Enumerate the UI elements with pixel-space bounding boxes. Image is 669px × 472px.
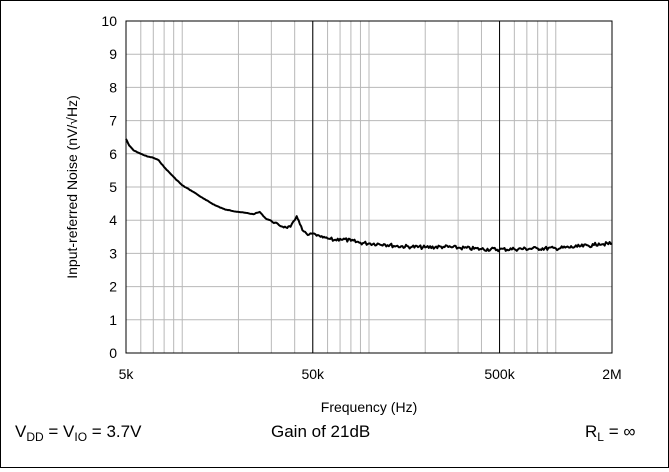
- voltage-value: = 3.7V: [87, 422, 142, 441]
- x-tick-label: 500k: [484, 366, 515, 382]
- y-tick-label: 10: [101, 13, 117, 29]
- minor-grid: [126, 21, 612, 353]
- y-tick-label: 1: [109, 312, 117, 328]
- vdd-symbol: V: [15, 422, 27, 441]
- series-group: [125, 138, 613, 253]
- rl-value: = ∞: [603, 422, 636, 441]
- major-grid: [312, 21, 501, 353]
- supply-voltage-condition: VDD = VIO = 3.7V: [15, 422, 142, 444]
- gain-text: Gain of 21dB: [271, 422, 371, 441]
- x-tick-label: 50k: [301, 366, 325, 382]
- x-tick-labels: 5k 50k 500k 2M: [119, 366, 622, 382]
- y-tick-label: 8: [109, 79, 117, 95]
- rl-symbol: R: [585, 422, 598, 441]
- y-tick-label: 7: [109, 113, 117, 129]
- y-tick-label: 2: [109, 279, 117, 295]
- y-tick-label: 3: [109, 245, 117, 261]
- gain-condition: Gain of 21dB: [271, 422, 370, 442]
- load-condition: RL = ∞: [585, 422, 636, 444]
- y-tick-label: 6: [109, 146, 117, 162]
- y-tick-label: 5: [109, 179, 117, 195]
- y-tick-labels: 0 1 2 3 4 5 6 7 8 9 10: [101, 13, 117, 361]
- rl-subscript: L: [597, 430, 604, 444]
- y-tick-label: 9: [109, 46, 117, 62]
- vdd-subscript: DD: [26, 430, 44, 444]
- x-tick-label: 5k: [119, 366, 135, 382]
- x-tick-label: 2M: [602, 366, 621, 382]
- y-axis-title: Input-referred Noise (nV/√Hz): [64, 95, 80, 279]
- vio-equals: = V: [43, 422, 75, 441]
- x-axis-title: Frequency (Hz): [321, 399, 417, 415]
- noise-series-line: [125, 138, 613, 253]
- plot-border: [125, 20, 613, 354]
- y-tick-label: 0: [109, 345, 117, 361]
- vio-subscript: IO: [74, 430, 88, 444]
- y-tick-label: 4: [109, 212, 117, 228]
